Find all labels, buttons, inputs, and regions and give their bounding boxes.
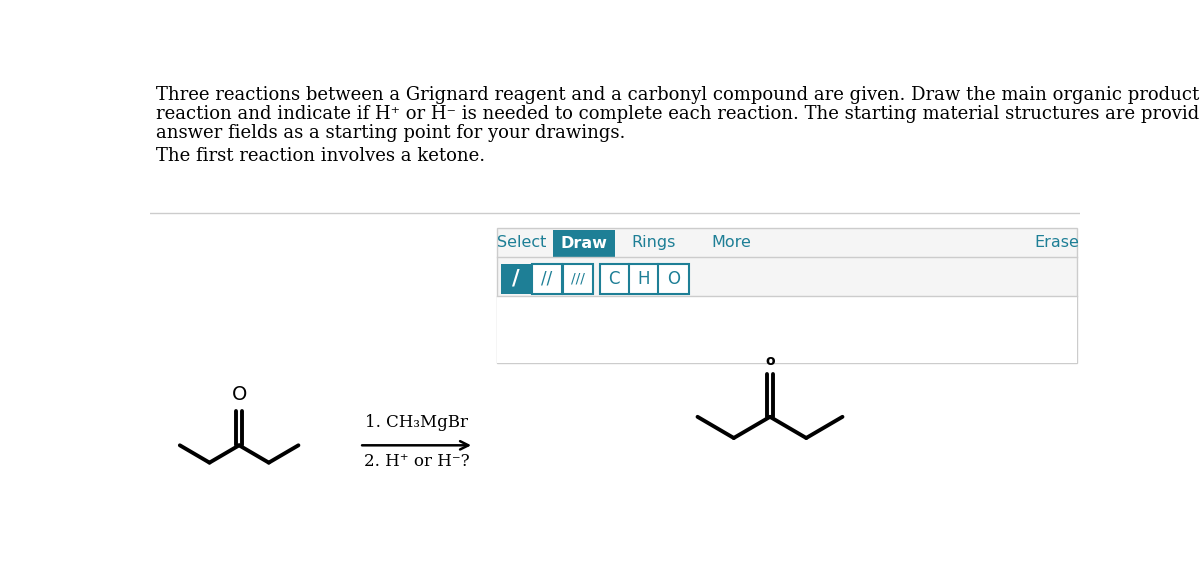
Bar [553,230,616,257]
Text: Draw: Draw [560,236,607,251]
Text: o: o [766,355,775,369]
Bar [502,264,530,294]
Text: 2. H⁺ or H⁻?: 2. H⁺ or H⁻? [364,453,469,470]
Bar [600,264,689,294]
Text: Three reactions between a Grignard reagent and a carbonyl compound are given. Dr: Three reactions between a Grignard reage… [156,86,1200,104]
Text: //: // [541,270,552,288]
Text: The first reaction involves a ketone.: The first reaction involves a ketone. [156,147,485,165]
Text: Erase: Erase [1034,236,1079,250]
Text: C: C [608,270,620,288]
Text: ///: /// [571,272,584,286]
Text: O: O [232,386,247,404]
Text: 1. CH₃MgBr: 1. CH₃MgBr [365,414,468,431]
Text: More: More [712,236,751,250]
Text: /: / [512,269,520,289]
Bar [563,264,593,294]
Bar [497,296,1076,363]
Text: reaction and indicate if H⁺ or H⁻ is needed to complete each reaction. The start: reaction and indicate if H⁺ or H⁻ is nee… [156,105,1200,123]
Text: answer fields as a starting point for your drawings.: answer fields as a starting point for yo… [156,124,625,142]
Text: O: O [667,270,679,288]
Text: Select: Select [497,236,547,250]
Text: Rings: Rings [631,236,676,250]
Bar [497,228,1076,363]
Bar [532,264,562,294]
Text: H: H [637,270,650,288]
